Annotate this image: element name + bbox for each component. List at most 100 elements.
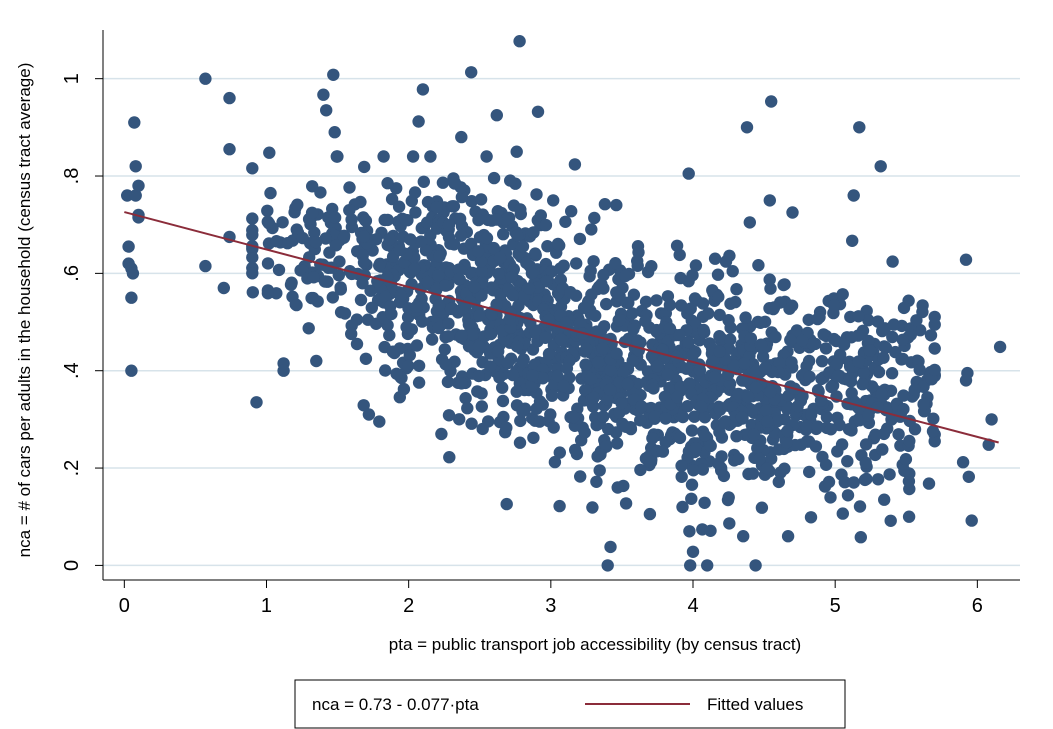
data-point-1198 <box>631 259 644 272</box>
data-point-18 <box>272 263 286 277</box>
data-point-50 <box>354 293 368 307</box>
data-point-22 <box>343 181 356 194</box>
data-point-1068 <box>631 334 644 347</box>
data-point-1347 <box>723 377 737 390</box>
data-point-650 <box>525 267 539 280</box>
data-point-1461 <box>785 356 798 369</box>
data-point-410 <box>442 409 456 422</box>
data-point-1256 <box>765 452 778 465</box>
data-point-336 <box>421 216 434 229</box>
data-point-1639 <box>925 373 938 386</box>
data-point-642 <box>433 299 446 312</box>
data-point-667 <box>442 330 455 343</box>
data-point-377 <box>383 329 396 342</box>
data-point-699 <box>432 269 445 282</box>
data-point-897 <box>548 455 562 469</box>
data-point-1664 <box>126 267 140 280</box>
data-point-942 <box>626 307 639 320</box>
x-axis-title: pta = public transport job accessibility… <box>389 635 801 654</box>
data-point-1319 <box>819 342 833 355</box>
data-point-384 <box>432 321 445 335</box>
data-point-605 <box>520 256 533 270</box>
data-point-842 <box>579 358 592 371</box>
data-point-1655 <box>916 305 929 319</box>
data-point-1428 <box>749 365 762 379</box>
data-point-1617 <box>928 310 941 324</box>
data-point-898 <box>600 297 613 311</box>
data-point-373 <box>410 300 423 313</box>
data-point-1352 <box>732 387 745 401</box>
data-point-1606 <box>847 476 860 489</box>
data-point-1650 <box>897 389 910 402</box>
x-tick-label-4: 4 <box>687 595 698 617</box>
data-point-1173 <box>686 349 699 362</box>
data-point-761 <box>547 421 560 434</box>
data-point-120 <box>337 231 351 244</box>
data-point-1499 <box>883 468 896 481</box>
data-point-227 <box>323 246 336 259</box>
data-point-587 <box>492 267 505 280</box>
data-point-307 <box>302 322 315 335</box>
data-point-110 <box>334 283 347 296</box>
data-point-682 <box>456 302 469 315</box>
data-point-508 <box>441 375 455 389</box>
data-point-1112 <box>604 363 617 377</box>
data-point-1197 <box>730 430 743 443</box>
data-point-1136 <box>644 455 658 469</box>
data-point-1720 <box>962 470 975 483</box>
data-point-1634 <box>885 367 899 380</box>
data-point-1155 <box>585 288 598 301</box>
data-point-99 <box>358 160 371 174</box>
data-point-1691 <box>412 115 425 128</box>
data-point-609 <box>454 229 468 242</box>
data-point-1689 <box>362 408 376 421</box>
data-point-680 <box>439 358 452 371</box>
data-point-1703 <box>684 559 697 572</box>
data-point-1065 <box>597 410 610 423</box>
data-point-143 <box>291 198 304 211</box>
data-point-1060 <box>613 313 627 327</box>
data-point-1673 <box>199 72 212 85</box>
data-point-1604 <box>871 473 885 486</box>
data-point-1666 <box>125 364 138 377</box>
data-point-978 <box>730 283 743 296</box>
data-point-1415 <box>729 295 742 309</box>
data-point-1232 <box>815 355 829 368</box>
y-tick-label-2: .4 <box>61 362 83 379</box>
data-point-683 <box>493 371 506 384</box>
data-point-1707 <box>740 121 754 134</box>
data-point-1646 <box>928 363 941 377</box>
data-point-453 <box>393 243 407 257</box>
data-point-565 <box>462 318 476 331</box>
data-point-1590 <box>795 334 809 347</box>
data-point-88 <box>264 186 277 200</box>
data-point-1609 <box>735 411 749 424</box>
data-point-85 <box>370 233 383 246</box>
data-point-737 <box>510 340 524 353</box>
data-point-1525 <box>791 400 804 413</box>
data-point-1409 <box>727 359 740 372</box>
data-point-563 <box>496 394 510 408</box>
data-point-654 <box>474 255 488 268</box>
data-point-1578 <box>827 332 841 346</box>
data-point-1551 <box>759 361 772 374</box>
data-point-165 <box>412 376 426 389</box>
data-point-1187 <box>619 420 633 433</box>
data-point-772 <box>631 240 645 253</box>
legend-fit-label: Fitted values <box>707 695 803 714</box>
data-point-734 <box>516 405 529 418</box>
data-point-137 <box>305 206 319 219</box>
y-tick-label-3: .6 <box>61 265 83 282</box>
data-point-40 <box>326 291 339 304</box>
data-point-906 <box>510 385 523 398</box>
data-point-652 <box>534 209 547 222</box>
data-point-837 <box>569 443 582 457</box>
data-point-1675 <box>217 281 230 295</box>
data-point-705 <box>472 245 485 258</box>
data-point-1426 <box>713 308 726 322</box>
data-point-708 <box>472 213 485 227</box>
data-point-1311 <box>802 313 815 326</box>
data-point-1489 <box>803 370 816 383</box>
data-point-284 <box>408 186 422 199</box>
data-point-688 <box>475 400 488 413</box>
